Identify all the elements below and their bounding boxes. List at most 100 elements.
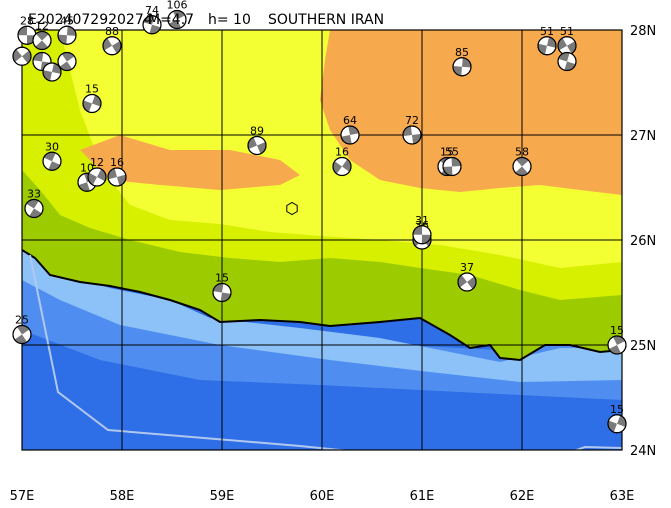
focal-mechanism: 106 — [167, 0, 188, 30]
compression-quadrant — [467, 276, 476, 290]
compression-quadrant — [33, 52, 44, 62]
hexagon-icon — [286, 201, 298, 216]
lon-label: 57E — [10, 489, 35, 504]
compression-quadrant — [348, 125, 359, 135]
mechanism-outline — [24, 198, 44, 219]
compression-quadrant — [458, 274, 467, 288]
compression-quadrant — [413, 225, 423, 235]
mechanism-outline — [607, 414, 627, 434]
compression-quadrant — [213, 283, 224, 293]
compression-quadrant — [112, 41, 121, 54]
compression-quadrant — [29, 208, 42, 218]
depth-label: 15 — [440, 146, 454, 159]
compression-quadrant — [59, 61, 73, 71]
compression-quadrant — [453, 65, 462, 76]
compression-quadrant — [67, 26, 76, 36]
mechanism-outline — [212, 282, 232, 303]
compression-quadrant — [451, 157, 461, 167]
maritime-boundary — [29, 254, 622, 450]
mountain-area — [320, 30, 622, 195]
focal-mechanism: 89 — [247, 125, 267, 156]
focal-mechanism: 85 — [452, 46, 472, 77]
header-region: SOUTHERN IRAN — [268, 12, 384, 28]
focal-mechanism: 45 — [57, 14, 77, 45]
mechanism-outline — [457, 272, 477, 292]
mechanism-outline — [452, 57, 472, 77]
lat-label: 27N — [630, 129, 656, 144]
compression-quadrant — [515, 157, 529, 167]
depth-label: 64 — [343, 114, 357, 127]
focal-mechanism: 12 — [87, 156, 107, 187]
mechanism-outline — [607, 335, 627, 355]
mechanism-outline — [142, 15, 162, 35]
map-frame — [21, 29, 623, 451]
compression-quadrant — [515, 166, 529, 176]
compression-quadrant — [341, 135, 352, 144]
mechanism-outline — [332, 156, 352, 177]
compression-quadrant — [43, 70, 52, 81]
focal-mechanism — [12, 46, 32, 66]
focal-mechanism: 51 — [557, 25, 577, 56]
focal-mechanisms: 2812458874106158930101216336416721555363… — [12, 0, 627, 434]
focal-mechanism: 64 — [340, 114, 360, 145]
depth-label: 31 — [415, 214, 429, 227]
compression-quadrant — [547, 36, 556, 48]
header-magnitude: M=4.7 — [148, 12, 194, 28]
focal-mechanism — [57, 51, 77, 72]
mechanism-outline — [42, 151, 62, 171]
compression-quadrant — [22, 50, 31, 64]
compression-quadrant — [172, 10, 186, 20]
depth-label: 15 — [610, 324, 624, 337]
lat-label: 24N — [630, 444, 656, 459]
depth-label: 88 — [105, 25, 119, 38]
mechanism-outline — [442, 156, 462, 177]
mechanism-outline — [557, 51, 577, 72]
focal-mechanism: 37 — [457, 261, 477, 292]
compression-quadrant — [558, 37, 567, 51]
depth-label: 15 — [85, 83, 99, 96]
compression-quadrant — [97, 169, 107, 182]
focal-mechanism: 28 — [17, 14, 37, 45]
depth-label: 15 — [610, 403, 624, 416]
compression-quadrant — [14, 334, 28, 344]
depth-label: 51 — [540, 25, 554, 38]
mechanism-outline — [512, 156, 532, 177]
compression-quadrant — [333, 161, 342, 174]
compression-quadrant — [18, 26, 27, 36]
compression-quadrant — [402, 126, 412, 137]
mechanism-outline — [537, 36, 557, 56]
lon-label: 63E — [610, 489, 635, 504]
compression-quadrant — [16, 325, 30, 335]
depth-label: 15 — [215, 272, 229, 285]
depth-label: 30 — [45, 140, 59, 153]
lon-label: 59E — [210, 489, 235, 504]
compression-quadrant — [538, 43, 547, 55]
focal-mechanism: 51 — [537, 25, 557, 56]
longitude-labels: 57E 58E 59E 60E 61E 62E 63E — [10, 489, 635, 504]
header-event-id: E2024072920274 — [28, 12, 153, 28]
focal-mechanism: 74 — [142, 4, 162, 35]
depth-label: 12 — [90, 156, 104, 169]
focal-mechanism: 31 — [412, 214, 432, 245]
lat-label: 25N — [630, 339, 656, 354]
depth-label: 85 — [455, 46, 469, 59]
depth-label: 106 — [167, 0, 188, 12]
lat-label: 26N — [630, 234, 656, 249]
compression-quadrant — [342, 159, 351, 172]
mechanism-outline — [32, 51, 52, 72]
lon-label: 62E — [510, 489, 535, 504]
lon-label: 60E — [310, 489, 335, 504]
focal-mechanism: 88 — [102, 25, 122, 56]
compression-quadrant — [52, 63, 62, 74]
latitude-labels: 28N 27N 26N 25N 24N — [630, 24, 656, 459]
compression-quadrant — [87, 172, 97, 185]
mechanism-outline — [82, 93, 102, 114]
depth-label: 45 — [60, 14, 74, 27]
mechanism-outline — [102, 36, 122, 56]
focal-mechanism: 16 — [107, 156, 127, 187]
focal-mechanism: 25 — [12, 314, 32, 345]
mechanism-outline — [107, 167, 127, 187]
compression-quadrant — [168, 19, 182, 29]
focal-mechanism: 15 — [607, 324, 627, 355]
